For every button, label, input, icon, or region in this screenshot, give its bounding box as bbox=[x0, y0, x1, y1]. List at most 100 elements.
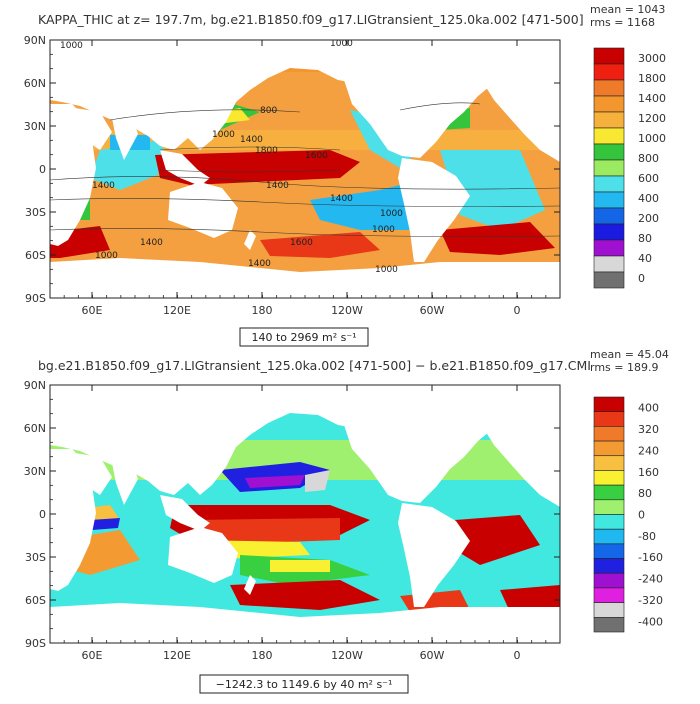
contour-label: 1000 bbox=[380, 209, 403, 219]
colorbar-swatch bbox=[593, 499, 625, 515]
bottom-range-label: −1242.3 to 1149.6 by 40 m² s⁻¹ bbox=[216, 678, 393, 691]
colorbar-label: 1200 bbox=[638, 112, 666, 125]
colorbar-label: 80 bbox=[638, 487, 652, 500]
colorbar-label: 320 bbox=[638, 423, 659, 436]
colorbar-label: -400 bbox=[638, 615, 663, 628]
colorbar-label: 240 bbox=[638, 444, 659, 457]
bottom-range-box bbox=[199, 674, 409, 694]
colorbar-label: 0 bbox=[638, 272, 645, 285]
colorbar-label: -240 bbox=[638, 573, 663, 586]
contour-label: 1400 bbox=[92, 181, 115, 191]
y-tick-label: 90N bbox=[24, 34, 46, 47]
colorbar-swatch bbox=[593, 440, 625, 457]
y-tick-label: 30S bbox=[25, 551, 46, 564]
colorbar-swatch bbox=[593, 79, 625, 97]
y-tick-label: 90S bbox=[25, 292, 46, 305]
colorbar-label: 80 bbox=[638, 232, 652, 245]
colorbar-label: 200 bbox=[638, 212, 659, 225]
contour-label: 1600 bbox=[290, 238, 313, 248]
colorbar-swatch bbox=[593, 127, 625, 145]
colorbar-swatch bbox=[593, 63, 625, 81]
x-tick-label: 0 bbox=[514, 649, 521, 662]
colorbar-swatch bbox=[593, 484, 625, 501]
colorbar-label: 1000 bbox=[638, 132, 666, 145]
colorbar-swatch bbox=[593, 587, 625, 603]
colorbar-label: 3000 bbox=[638, 52, 666, 65]
colorbar-swatch bbox=[593, 239, 625, 257]
colorbar-swatch bbox=[593, 543, 625, 559]
y-tick-label: 0 bbox=[39, 163, 46, 176]
contour-label: 1000 bbox=[212, 130, 235, 140]
colorbar-swatch bbox=[593, 470, 625, 486]
bottom-colorbar: 400 320 240 160 80 0 -80 -160 -240 -320 -400 bbox=[593, 396, 663, 633]
contour-label: 1800 bbox=[255, 146, 278, 156]
colorbar-label: 1400 bbox=[638, 92, 666, 105]
colorbar-swatch bbox=[593, 455, 625, 471]
colorbar-label: 40 bbox=[638, 252, 652, 265]
bottom-panel-title: bg.e21.B1850.f09_g17.LIGtransient_125.0k… bbox=[38, 358, 591, 373]
colorbar-swatch bbox=[593, 191, 625, 209]
top-axes: 60E 120E 180 120W 60W 0 90N 60N 30N 0 30S 60S 90S bbox=[24, 34, 561, 317]
contour-label: 1600 bbox=[305, 151, 328, 161]
y-tick-label: 60N bbox=[24, 422, 46, 435]
colorbar-label: 400 bbox=[638, 192, 659, 205]
y-tick-label: 60S bbox=[25, 249, 46, 262]
y-tick-label: 30N bbox=[24, 465, 46, 478]
top-range-box bbox=[239, 327, 369, 347]
y-tick-label: 30N bbox=[24, 120, 46, 133]
top-range-label: 140 to 2969 m² s⁻¹ bbox=[251, 331, 356, 344]
colorbar-swatch bbox=[593, 271, 625, 289]
bottom-panel: bg.e21.B1850.f09_g17.LIGtransient_125.0k… bbox=[24, 348, 669, 694]
top-mean-stat: mean = 1043 bbox=[590, 3, 665, 16]
bottom-mean-stat: mean = 45.04 bbox=[590, 348, 669, 361]
colorbar-swatch bbox=[593, 143, 625, 161]
top-contour-labels: 1000 1000 800 1000 1400 1800 1600 1400 1… bbox=[60, 39, 403, 275]
contour-label: 1400 bbox=[240, 135, 263, 145]
bottom-map-field bbox=[50, 385, 560, 643]
x-tick-label: 120E bbox=[163, 304, 191, 317]
y-tick-label: 90S bbox=[25, 637, 46, 650]
top-panel-title: KAPPA_THIC at z= 197.7m, bg.e21.B1850.f0… bbox=[38, 12, 584, 27]
colorbar-label: 800 bbox=[638, 152, 659, 165]
contour-label: 1000 bbox=[60, 41, 83, 51]
x-tick-label: 60E bbox=[82, 649, 103, 662]
colorbar-label: -320 bbox=[638, 594, 663, 607]
x-tick-label: 120E bbox=[163, 649, 191, 662]
y-tick-label: 60S bbox=[25, 594, 46, 607]
contour-label: 1000 bbox=[95, 251, 118, 261]
colorbar-swatch bbox=[593, 255, 625, 273]
x-tick-label: 120W bbox=[331, 304, 363, 317]
colorbar-swatch bbox=[593, 159, 625, 177]
x-tick-label: 60W bbox=[420, 649, 445, 662]
x-tick-label: 0 bbox=[514, 304, 521, 317]
colorbar-label: -80 bbox=[638, 530, 656, 543]
colorbar-swatch bbox=[593, 528, 625, 545]
contour-label: 1400 bbox=[248, 259, 271, 269]
colorbar-swatch bbox=[593, 175, 625, 193]
colorbar-swatch bbox=[593, 47, 625, 65]
colorbar-swatch bbox=[593, 411, 625, 427]
colorbar-swatch bbox=[593, 514, 625, 530]
x-tick-label: 60E bbox=[82, 304, 103, 317]
top-panel: KAPPA_THIC at z= 197.7m, bg.e21.B1850.f0… bbox=[24, 3, 666, 347]
top-map-field bbox=[50, 40, 560, 298]
colorbar-label: 0 bbox=[638, 509, 645, 522]
colorbar-swatch bbox=[593, 602, 625, 618]
colorbar-swatch bbox=[593, 396, 625, 412]
x-tick-label: 120W bbox=[331, 649, 363, 662]
colorbar-swatch bbox=[593, 95, 625, 113]
colorbar-swatch bbox=[593, 426, 625, 442]
colorbar-label: 1800 bbox=[638, 72, 666, 85]
colorbar-swatch bbox=[593, 572, 625, 589]
contour-label: 800 bbox=[260, 106, 277, 116]
colorbar-swatch bbox=[593, 223, 625, 241]
colorbar-label: -160 bbox=[638, 551, 663, 564]
contour-label: 1400 bbox=[266, 181, 289, 191]
colorbar-swatch bbox=[593, 617, 625, 633]
y-tick-label: 0 bbox=[39, 508, 46, 521]
colorbar-label: 160 bbox=[638, 466, 659, 479]
y-tick-label: 60N bbox=[24, 77, 46, 90]
contour-label: 1000 bbox=[372, 225, 395, 235]
colorbar-swatch bbox=[593, 558, 625, 574]
